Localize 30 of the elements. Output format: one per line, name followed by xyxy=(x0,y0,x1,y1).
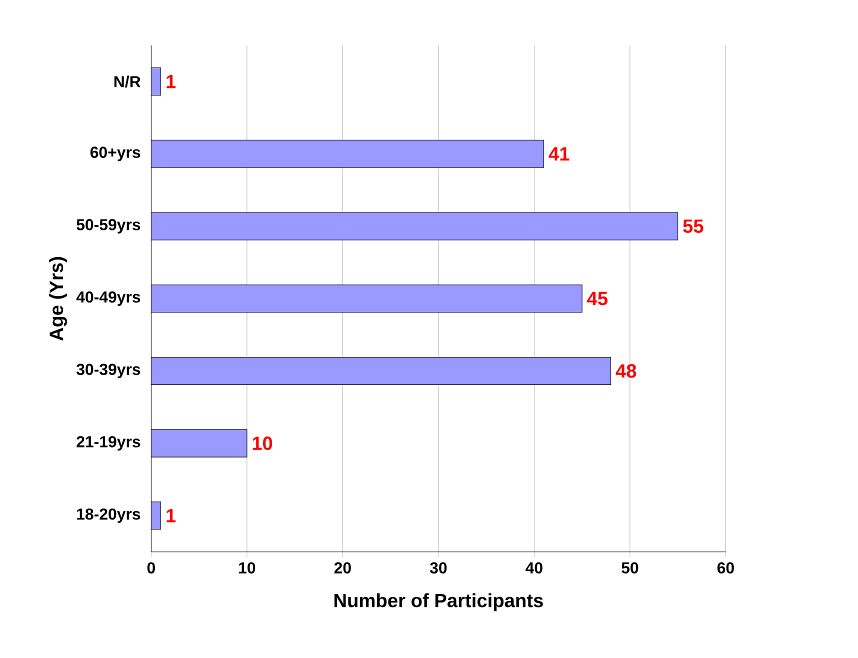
y-tick-label: 30-39yrs xyxy=(76,364,140,378)
data-label: 1 xyxy=(166,75,176,88)
y-tick-label: N/R xyxy=(114,76,141,88)
y-tick-label: 40-49yrs xyxy=(76,292,140,306)
y-tick-label: 50-59yrs xyxy=(76,219,140,234)
y-axis-title: Age (Yrs) xyxy=(49,257,68,341)
data-label: 45 xyxy=(587,292,608,306)
y-tick-label: 18-20yrs xyxy=(77,508,140,524)
data-label: 1 xyxy=(166,509,176,522)
data-label: 10 xyxy=(252,436,272,450)
x-tick-label: 50 xyxy=(622,562,638,574)
x-tick-label: 10 xyxy=(239,562,256,574)
data-label: 55 xyxy=(683,220,704,234)
x-tick-label: 30 xyxy=(430,562,447,574)
bar xyxy=(151,502,162,530)
bar xyxy=(151,284,582,313)
bar xyxy=(151,68,162,96)
data-label: 48 xyxy=(616,364,636,378)
bar xyxy=(151,140,544,168)
bar xyxy=(151,212,678,240)
x-tick-label: 60 xyxy=(717,562,734,574)
x-tick-label: 20 xyxy=(334,562,351,574)
bar xyxy=(151,357,612,386)
bar xyxy=(151,429,248,458)
y-tick-label: 60+yrs xyxy=(90,146,140,162)
x-tick-label: 40 xyxy=(526,562,542,574)
data-label: 41 xyxy=(548,147,570,161)
y-tick-label: 21-19yrs xyxy=(76,436,140,451)
x-axis-title: Number of Participants xyxy=(334,593,543,612)
x-tick-label: 0 xyxy=(147,562,155,574)
